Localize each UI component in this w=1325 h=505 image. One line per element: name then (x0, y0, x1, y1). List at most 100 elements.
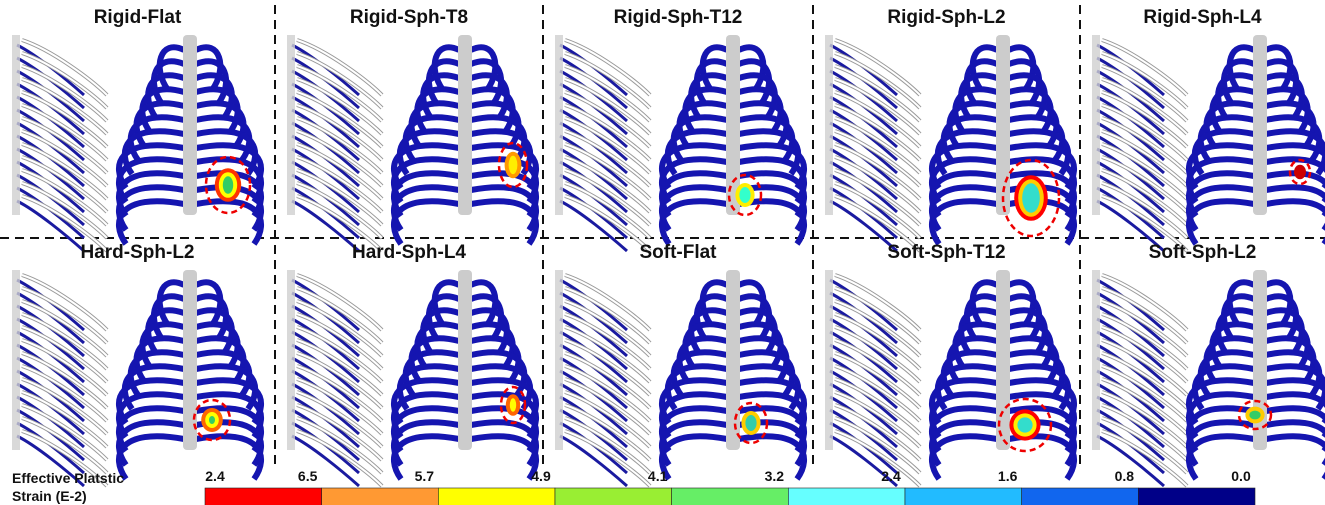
panel: Soft-Sph-T12 (825, 242, 1074, 486)
panel-title: Soft-Sph-L2 (1149, 242, 1257, 263)
colorbar-tick-label: 5.7 (415, 468, 435, 484)
colorbar-segment (555, 488, 672, 505)
strain-spot (1022, 183, 1040, 213)
colorbar-segment (438, 488, 555, 505)
panel: Rigid-Sph-L2 (825, 7, 1074, 251)
side-view (1092, 270, 1187, 486)
panel: Rigid-Sph-L4 (1092, 7, 1325, 251)
side-view (825, 35, 920, 251)
colorbar-segment (1022, 488, 1139, 505)
front-view (662, 35, 804, 244)
figure: Rigid-Flat Rigid-Sph-T8 Rigid-Sph-T12 Rigid… (0, 0, 1325, 505)
front-rib (1266, 159, 1325, 202)
front-rib (739, 47, 763, 90)
front-view (119, 35, 261, 244)
front-rib (1266, 296, 1296, 339)
front-rib (1266, 47, 1290, 90)
front-rib (1009, 47, 1033, 90)
side-view (287, 270, 382, 486)
panel: Rigid-Flat (12, 7, 261, 251)
front-view (1189, 35, 1325, 244)
front-rib (471, 61, 501, 104)
spine (1253, 35, 1267, 215)
front-rib (1266, 394, 1325, 437)
front-rib (196, 296, 226, 339)
front-rib (160, 282, 184, 325)
front-rib (1266, 422, 1325, 465)
side-view (287, 35, 382, 251)
side-spine (825, 35, 833, 215)
front-view (932, 35, 1074, 244)
side-view (1092, 35, 1187, 251)
colorbar-segment (788, 488, 905, 505)
strain-spot (745, 415, 756, 431)
front-rib (1009, 436, 1074, 479)
front-rib (154, 61, 184, 104)
panel-title: Rigid-Sph-T12 (614, 7, 743, 28)
front-rib (196, 47, 220, 90)
spine (458, 270, 472, 450)
front-rib (697, 296, 727, 339)
front-rib (435, 47, 459, 90)
front-rib (1266, 436, 1325, 479)
front-rib (662, 436, 727, 479)
front-rib (471, 47, 495, 90)
panel-title: Rigid-Sph-T8 (350, 7, 468, 28)
front-rib (1230, 282, 1254, 325)
panel: Rigid-Sph-T12 (555, 7, 804, 251)
panel-title: Hard-Sph-L4 (352, 242, 466, 263)
front-view (662, 270, 804, 479)
front-rib (967, 296, 997, 339)
side-spine (555, 35, 563, 215)
front-rib (119, 436, 184, 479)
side-view (12, 270, 107, 486)
front-rib (1266, 282, 1290, 325)
colorbar-tick-label: 3.2 (765, 468, 785, 484)
front-rib (196, 61, 226, 104)
panel: Rigid-Sph-T8 (287, 7, 536, 251)
strain-spot (1017, 417, 1032, 432)
front-rib (739, 282, 763, 325)
front-rib (739, 61, 769, 104)
front-rib (471, 436, 536, 479)
panel-title: Rigid-Sph-L4 (1143, 7, 1262, 28)
colorbar-tick-label: 2.4 (881, 468, 901, 484)
side-view (12, 35, 107, 251)
colorbar-segment (672, 488, 789, 505)
side-spine (287, 270, 295, 450)
side-spine (1092, 35, 1100, 215)
front-rib (967, 61, 997, 104)
colorbar-tick-label: 2.4 (205, 468, 225, 484)
panel: Soft-Flat (555, 242, 804, 486)
colorbar-label: Effective Platstic (12, 470, 124, 486)
front-view (932, 270, 1074, 479)
side-spine (1092, 270, 1100, 450)
spine (183, 270, 197, 450)
side-spine (825, 270, 833, 450)
front-rib (1009, 296, 1039, 339)
front-rib (697, 61, 727, 104)
strain-spot (1294, 165, 1306, 179)
side-view (825, 270, 920, 486)
front-rib (1266, 61, 1296, 104)
colorbar-tick-label: 4.9 (531, 468, 551, 484)
side-view (555, 270, 650, 486)
spine (726, 270, 740, 450)
colorbar-tick-label: 4.1 (648, 468, 668, 484)
colorbar-tick-label: 1.6 (998, 468, 1018, 484)
panel: Soft-Sph-L2 (1092, 242, 1325, 486)
front-view (394, 35, 536, 244)
colorbar-tick-label: 0.8 (1115, 468, 1135, 484)
spine (183, 35, 197, 215)
front-rib (1230, 47, 1254, 90)
strain-spot (209, 416, 215, 424)
side-spine (555, 270, 563, 450)
front-rib (973, 47, 997, 90)
panel-title: Rigid-Sph-L2 (887, 7, 1005, 28)
colorbar-segment (905, 488, 1022, 505)
front-rib (435, 282, 459, 325)
front-rib (196, 282, 220, 325)
front-rib (1224, 296, 1254, 339)
colorbar-segment (322, 488, 439, 505)
panel: Hard-Sph-L2 (12, 242, 261, 486)
